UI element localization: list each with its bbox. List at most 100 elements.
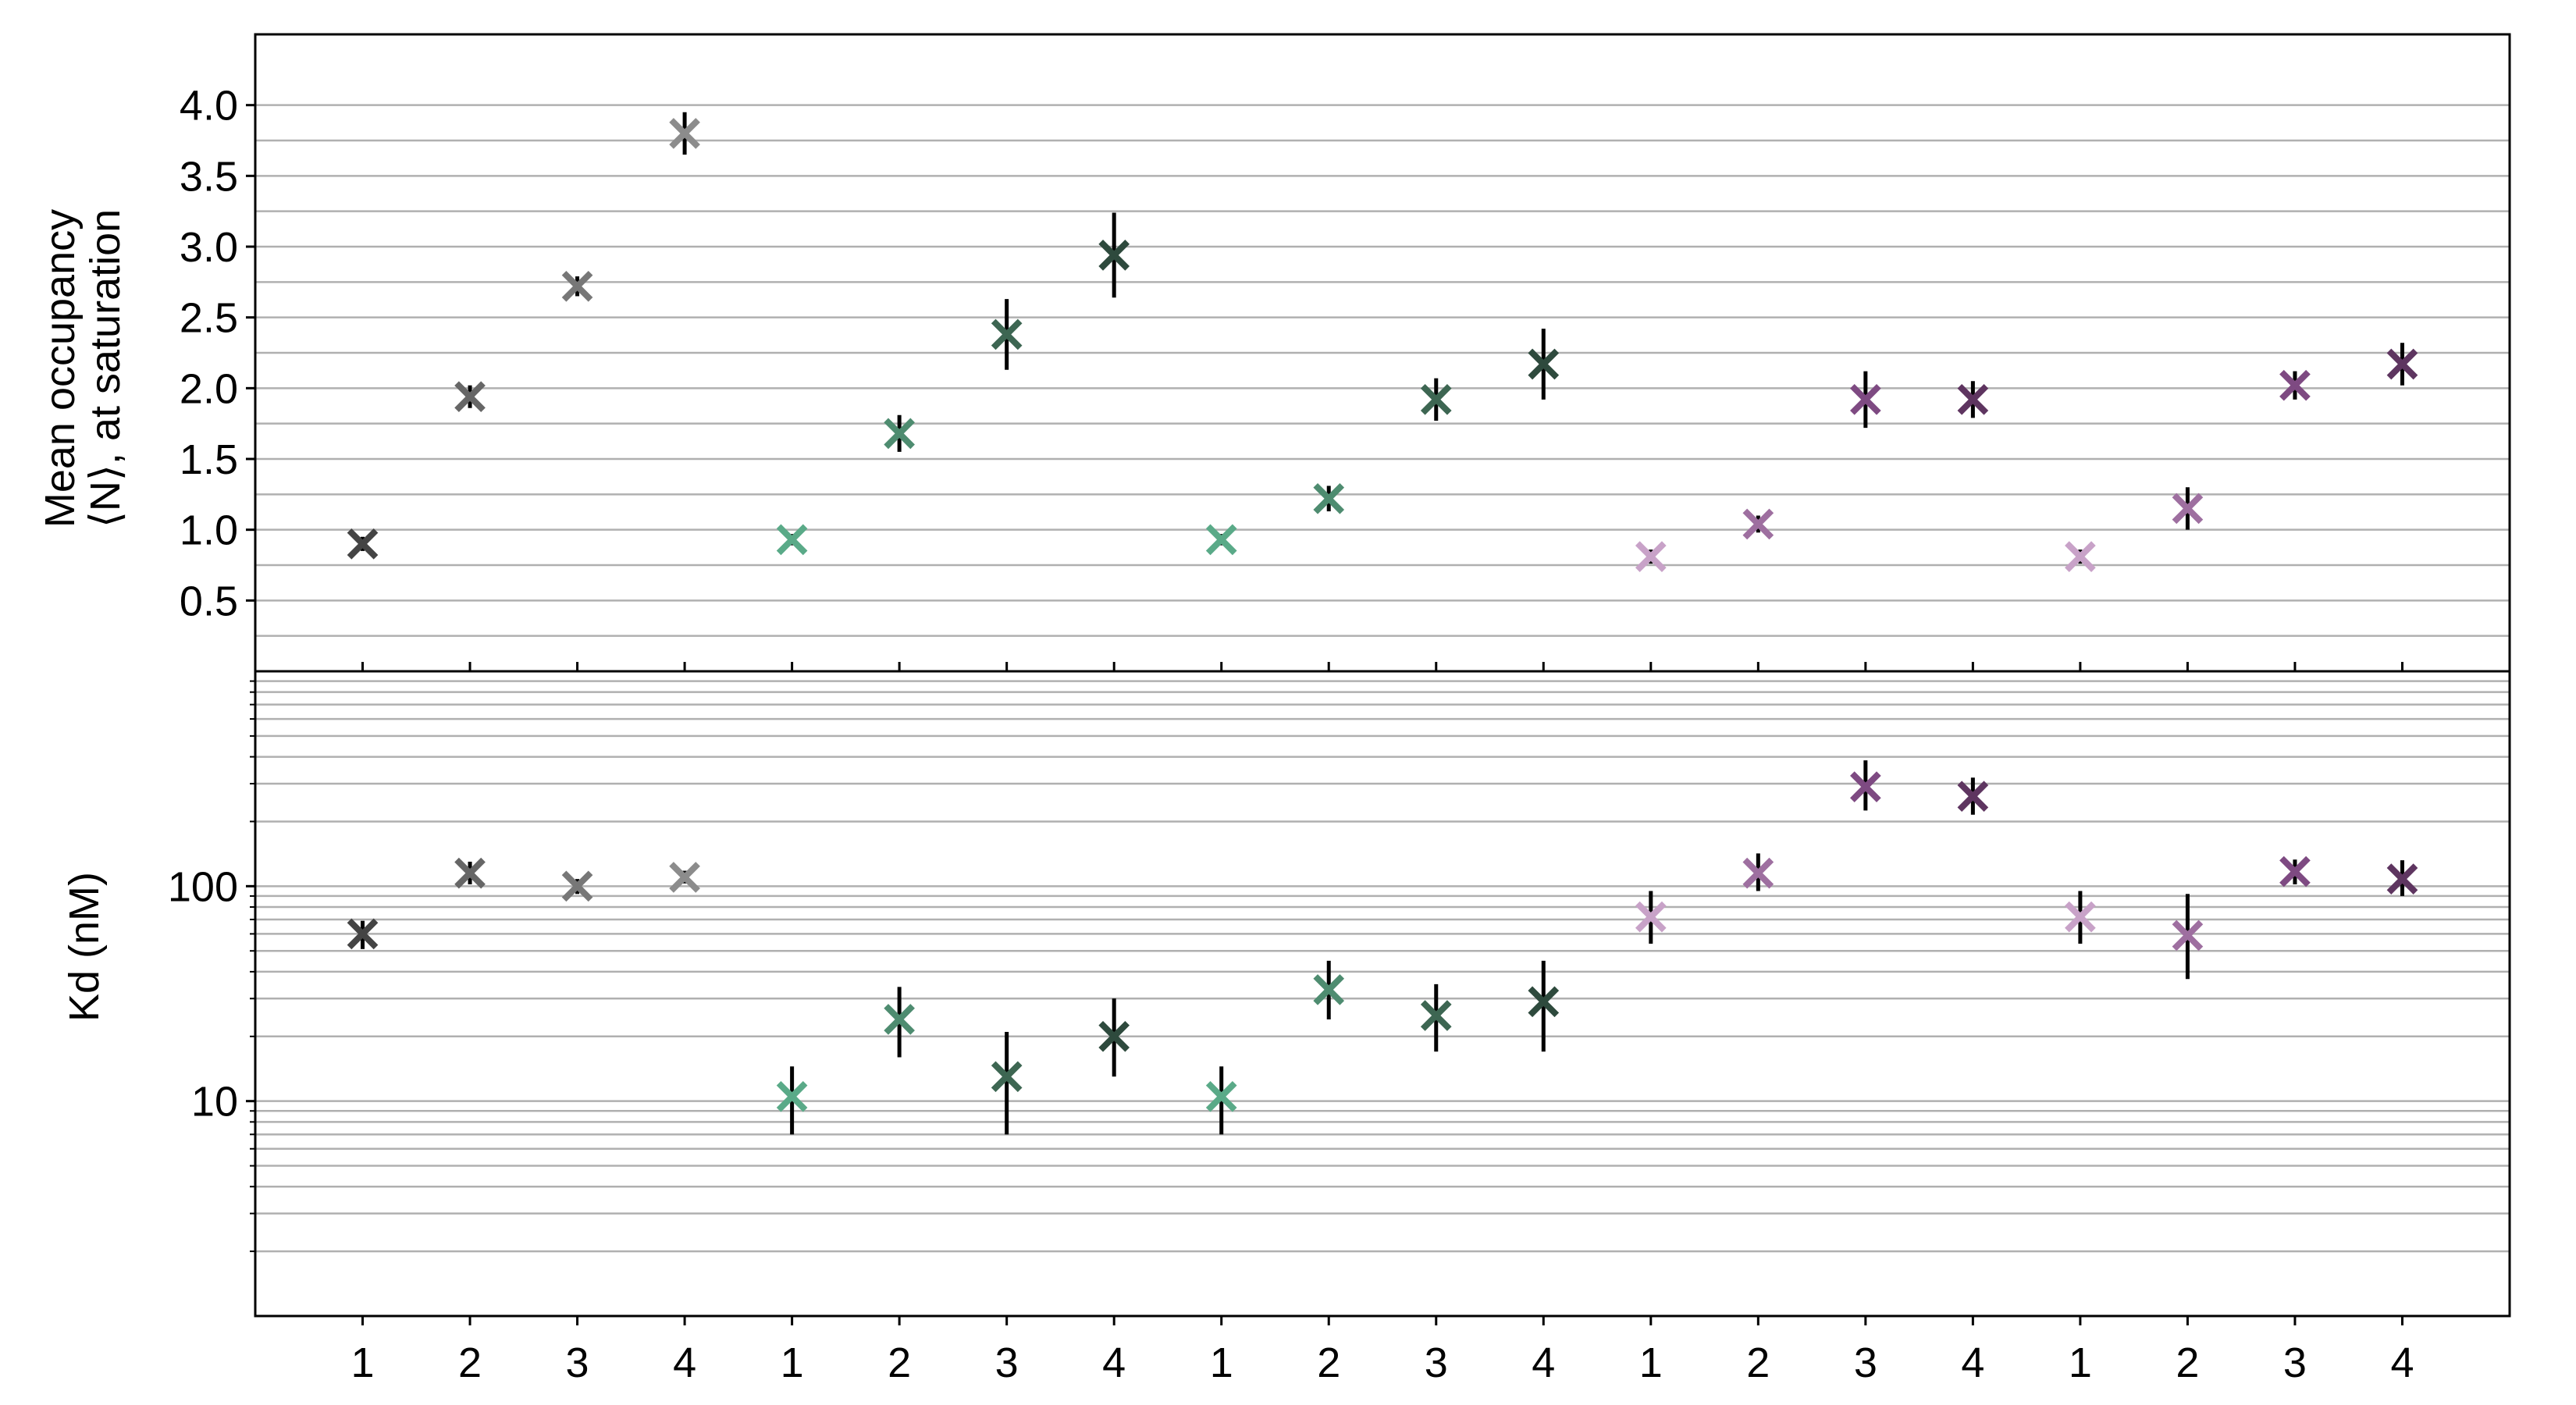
top-y-tick-label: 0.5 (180, 578, 238, 624)
bottom-marker-stroke (884, 1004, 915, 1035)
bottom-marker-stroke (1850, 771, 1881, 802)
top-point (1528, 329, 1560, 400)
top-marker-stroke (2386, 348, 2418, 380)
bottom-y-tick-label: 10 (191, 1079, 238, 1126)
bottom-marker-stroke (347, 918, 379, 950)
top-point (1742, 508, 1774, 540)
top-marker-stroke (1205, 524, 1237, 556)
top-panel-x-ticks (361, 662, 2403, 671)
bottom-marker-stroke (1635, 901, 1667, 933)
bottom-marker-stroke (2172, 919, 2204, 951)
top-y-axis-label-line: ⟨N⟩, at saturation (82, 209, 129, 528)
bottom-marker-stroke (1528, 986, 1560, 1018)
x-tick-label: 3 (1854, 1339, 1877, 1386)
top-y-tick-label: 3.5 (180, 153, 238, 200)
bottom-point (1742, 853, 1774, 891)
x-tick-label: 1 (781, 1339, 804, 1386)
x-tick-label: 1 (1210, 1339, 1233, 1386)
top-point (991, 299, 1023, 370)
top-y-tick-label: 2.0 (180, 365, 238, 412)
x-tick-label: 4 (1961, 1339, 1984, 1386)
bottom-point (1205, 1066, 1237, 1135)
bottom-point (2065, 891, 2096, 944)
top-marker-stroke (884, 418, 915, 450)
top-marker-stroke (1098, 240, 1130, 271)
top-marker-stroke (1635, 541, 1667, 572)
x-tick-label: 2 (2176, 1339, 2199, 1386)
x-tick-label: 4 (1102, 1339, 1126, 1386)
bottom-point (1528, 960, 1560, 1052)
top-point (1957, 381, 1989, 418)
bottom-panel-y-axis: 10 100 (168, 680, 255, 1253)
top-marker-stroke (347, 528, 379, 560)
bottom-point (1420, 984, 1452, 1052)
top-point (2065, 541, 2096, 572)
x-tick-label: 2 (458, 1339, 482, 1386)
x-tick-label: 4 (1532, 1339, 1555, 1386)
bottom-point (347, 918, 379, 950)
x-tick-label: 4 (2390, 1339, 2414, 1386)
bottom-marker-stroke (1098, 1020, 1130, 1052)
top-marker-stroke (2172, 493, 2204, 525)
top-panel-y-axis-label: Mean occupancy⟨N⟩, at saturation (37, 209, 129, 528)
top-y-tick-label: 4.0 (180, 83, 238, 130)
top-marker-stroke (1528, 348, 1560, 380)
top-point (1313, 482, 1345, 514)
top-panel-data-points (347, 112, 2418, 572)
bottom-point (1635, 891, 1667, 944)
bottom-point (2386, 860, 2418, 896)
top-panel-gridlines (255, 104, 2510, 637)
bottom-panel-frame (254, 670, 2511, 1318)
top-marker-stroke (1957, 384, 1989, 415)
bottom-point (1957, 777, 1989, 815)
bottom-point (1313, 960, 1345, 1019)
top-y-tick-label: 1.5 (180, 436, 238, 483)
bottom-panel-data-points (347, 760, 2418, 1135)
bottom-marker-stroke (776, 1081, 808, 1112)
top-marker-stroke (1313, 482, 1345, 514)
x-tick-label: 1 (2069, 1339, 2092, 1386)
bottom-point (991, 1031, 1023, 1135)
bottom-point (884, 987, 915, 1058)
x-tick-label: 2 (1317, 1339, 1340, 1386)
bottom-point (2172, 894, 2204, 980)
top-point (454, 381, 486, 413)
top-point (776, 524, 808, 556)
top-y-axis-label-line: Mean occupancy (37, 209, 84, 528)
bottom-marker-stroke (1205, 1081, 1237, 1112)
top-marker-stroke (2279, 369, 2311, 401)
bottom-y-tick-label: 100 (168, 863, 238, 910)
x-tick-label: 3 (995, 1339, 1019, 1386)
top-marker-stroke (2065, 541, 2096, 572)
top-point (561, 270, 593, 302)
top-point (1098, 212, 1130, 298)
top-marker-stroke (1742, 508, 1774, 540)
bottom-point (669, 862, 700, 893)
bottom-point (454, 857, 486, 889)
bottom-point (1850, 760, 1881, 811)
top-point (669, 112, 700, 155)
top-point (1420, 378, 1452, 422)
top-panel-y-axis: 0.5 1.0 1.5 2.0 2.5 3.0 3.5 4.0 (180, 83, 255, 624)
top-marker-stroke (1420, 384, 1452, 415)
bottom-point (561, 870, 593, 902)
x-tick-label: 3 (1425, 1339, 1448, 1386)
bottom-marker-stroke (1957, 781, 1989, 812)
top-point (2172, 487, 2204, 530)
top-y-tick-label: 3.0 (180, 224, 238, 271)
top-marker-stroke (776, 524, 808, 556)
bottom-marker-stroke (991, 1061, 1023, 1093)
x-tick-label: 1 (1639, 1339, 1663, 1386)
bottom-marker-stroke (669, 862, 700, 893)
x-tick-label: 3 (566, 1339, 589, 1386)
x-tick-label: 4 (673, 1339, 696, 1386)
bottom-point (1098, 998, 1130, 1077)
bottom-marker-stroke (2386, 863, 2418, 895)
top-point (1850, 371, 1881, 429)
top-marker-stroke (561, 270, 593, 302)
bottom-marker-stroke (1420, 1000, 1452, 1031)
bottom-point (776, 1066, 808, 1135)
top-point (2386, 343, 2418, 386)
